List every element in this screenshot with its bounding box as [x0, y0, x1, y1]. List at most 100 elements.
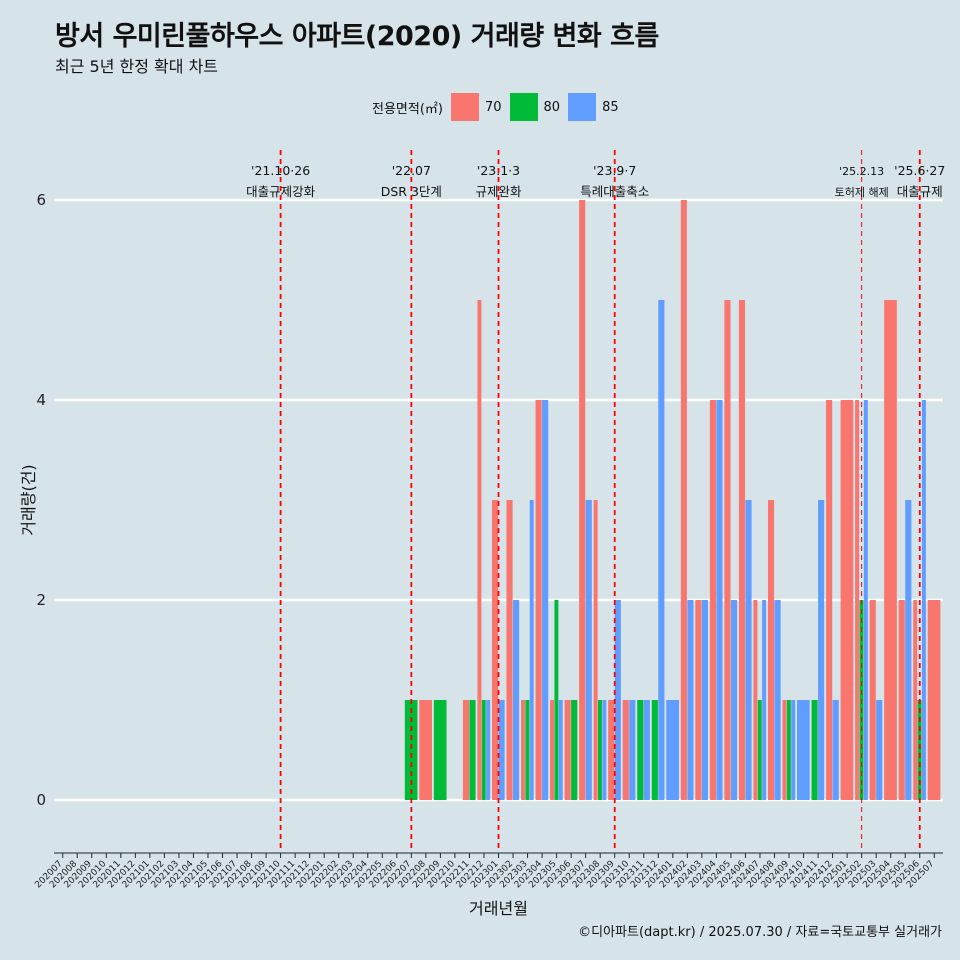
y-tick-label: 2 [36, 591, 46, 609]
bar-85 [486, 700, 491, 800]
bar-85 [905, 500, 912, 800]
bar-70 [738, 300, 746, 800]
bar-70 [491, 500, 499, 800]
bar-85 [602, 700, 607, 800]
bar-85 [863, 400, 868, 800]
event-date-label: '22.07 [392, 163, 431, 178]
bar-85 [762, 600, 767, 800]
bar-70 [927, 600, 941, 800]
bar-85 [774, 600, 781, 800]
bar-85 [818, 500, 825, 800]
event-name-label: 규제완화 [475, 184, 522, 199]
bar-85 [730, 600, 738, 800]
bar-80 [651, 700, 658, 800]
bar-85 [921, 400, 926, 800]
bar-70 [855, 400, 860, 800]
event-date-label: '23.9·7 [593, 163, 636, 178]
legend-swatch-70 [450, 93, 479, 121]
bar-80 [525, 700, 530, 800]
bar-70 [782, 700, 787, 800]
bar-80 [811, 700, 818, 800]
chart-title: 방서 우미린풀하우스 아파트(2020) 거래량 변화 흐름 [55, 21, 659, 52]
chart-subtitle: 최근 5년 한정 확대 차트 [55, 57, 219, 76]
bar-85 [643, 700, 650, 800]
bar-70 [767, 500, 775, 800]
legend-label-80: 80 [543, 99, 561, 115]
bar-70 [826, 400, 833, 800]
bar-70 [535, 400, 542, 800]
bar-70 [579, 200, 586, 800]
bar-70 [840, 400, 854, 800]
bar-70 [753, 600, 758, 800]
y-tick-label: 0 [36, 791, 46, 809]
bar-70 [506, 500, 513, 800]
bar-70 [622, 700, 629, 800]
event-date-label: '25.2.13 [839, 165, 884, 178]
legend-item-70: 70 [450, 93, 502, 121]
bar-80 [917, 700, 922, 800]
legend-item-85: 85 [568, 93, 619, 121]
source-caption: ©디아파트(dapt.kr) / 2025.07.30 / 자료=국토교통부 실… [578, 925, 942, 940]
bar-80 [637, 700, 644, 800]
legend-swatch-85 [568, 93, 597, 121]
bar-85 [529, 500, 534, 800]
bar-70 [884, 300, 897, 800]
bar-85 [666, 700, 679, 800]
bar-85 [542, 400, 549, 800]
bar-85 [513, 600, 520, 800]
bar-85 [876, 700, 883, 800]
bar-70 [564, 700, 571, 800]
bar-85 [658, 300, 665, 800]
legend-swatch-80 [509, 93, 538, 121]
bar-70 [869, 600, 876, 800]
y-axis-title: 거래량(건) [19, 464, 38, 535]
bar-85 [797, 700, 810, 800]
bar-80 [571, 700, 578, 800]
bar-85 [585, 500, 592, 800]
legend-title: 전용면적(㎡) [372, 101, 443, 117]
bar-80 [554, 600, 559, 800]
legend: 전용면적(㎡) 70 80 85 [372, 92, 627, 122]
legend-label-70: 70 [484, 99, 502, 115]
bar-70 [593, 500, 598, 800]
bar-70 [695, 600, 702, 800]
bar-70 [709, 400, 716, 800]
bar-85 [716, 400, 723, 800]
y-tick-label: 4 [36, 391, 46, 409]
event-name-label: 대출규제강화 [246, 184, 316, 199]
bar-85 [791, 700, 796, 800]
bar-85 [832, 700, 839, 800]
bar-85 [745, 500, 752, 800]
bar-85 [614, 600, 621, 800]
legend-label-85: 85 [602, 99, 619, 115]
event-date-label: '23.1·3 [477, 163, 520, 178]
bar-80 [404, 700, 418, 800]
bar-80 [481, 700, 486, 800]
bar-70 [419, 700, 433, 800]
event-name-label: 특례대출축소 [580, 184, 649, 199]
event-date-label: '21.10·26 [251, 163, 310, 178]
y-tick-label: 6 [36, 191, 46, 209]
bar-80 [598, 700, 602, 800]
bar-70 [913, 600, 918, 800]
event-date-label: '25.6·27 [894, 163, 945, 178]
bar-70 [724, 300, 731, 800]
bar-80 [433, 700, 447, 800]
legend-item-80: 80 [509, 93, 561, 121]
bar-70 [898, 600, 905, 800]
event-name-label: DSR 3단계 [381, 184, 442, 199]
bar-70 [521, 700, 525, 800]
event-name-label: 대출규제 [897, 184, 943, 199]
bar-85 [498, 700, 505, 800]
bar-80 [757, 700, 762, 800]
bar-70 [477, 300, 482, 800]
bar-70 [550, 700, 555, 800]
bar-70 [680, 200, 687, 800]
bar-85 [687, 600, 694, 800]
bar-80 [786, 700, 791, 800]
bar-80 [469, 700, 476, 800]
bar-85 [558, 700, 563, 800]
bar-70 [608, 700, 615, 800]
bar-70 [462, 700, 470, 800]
